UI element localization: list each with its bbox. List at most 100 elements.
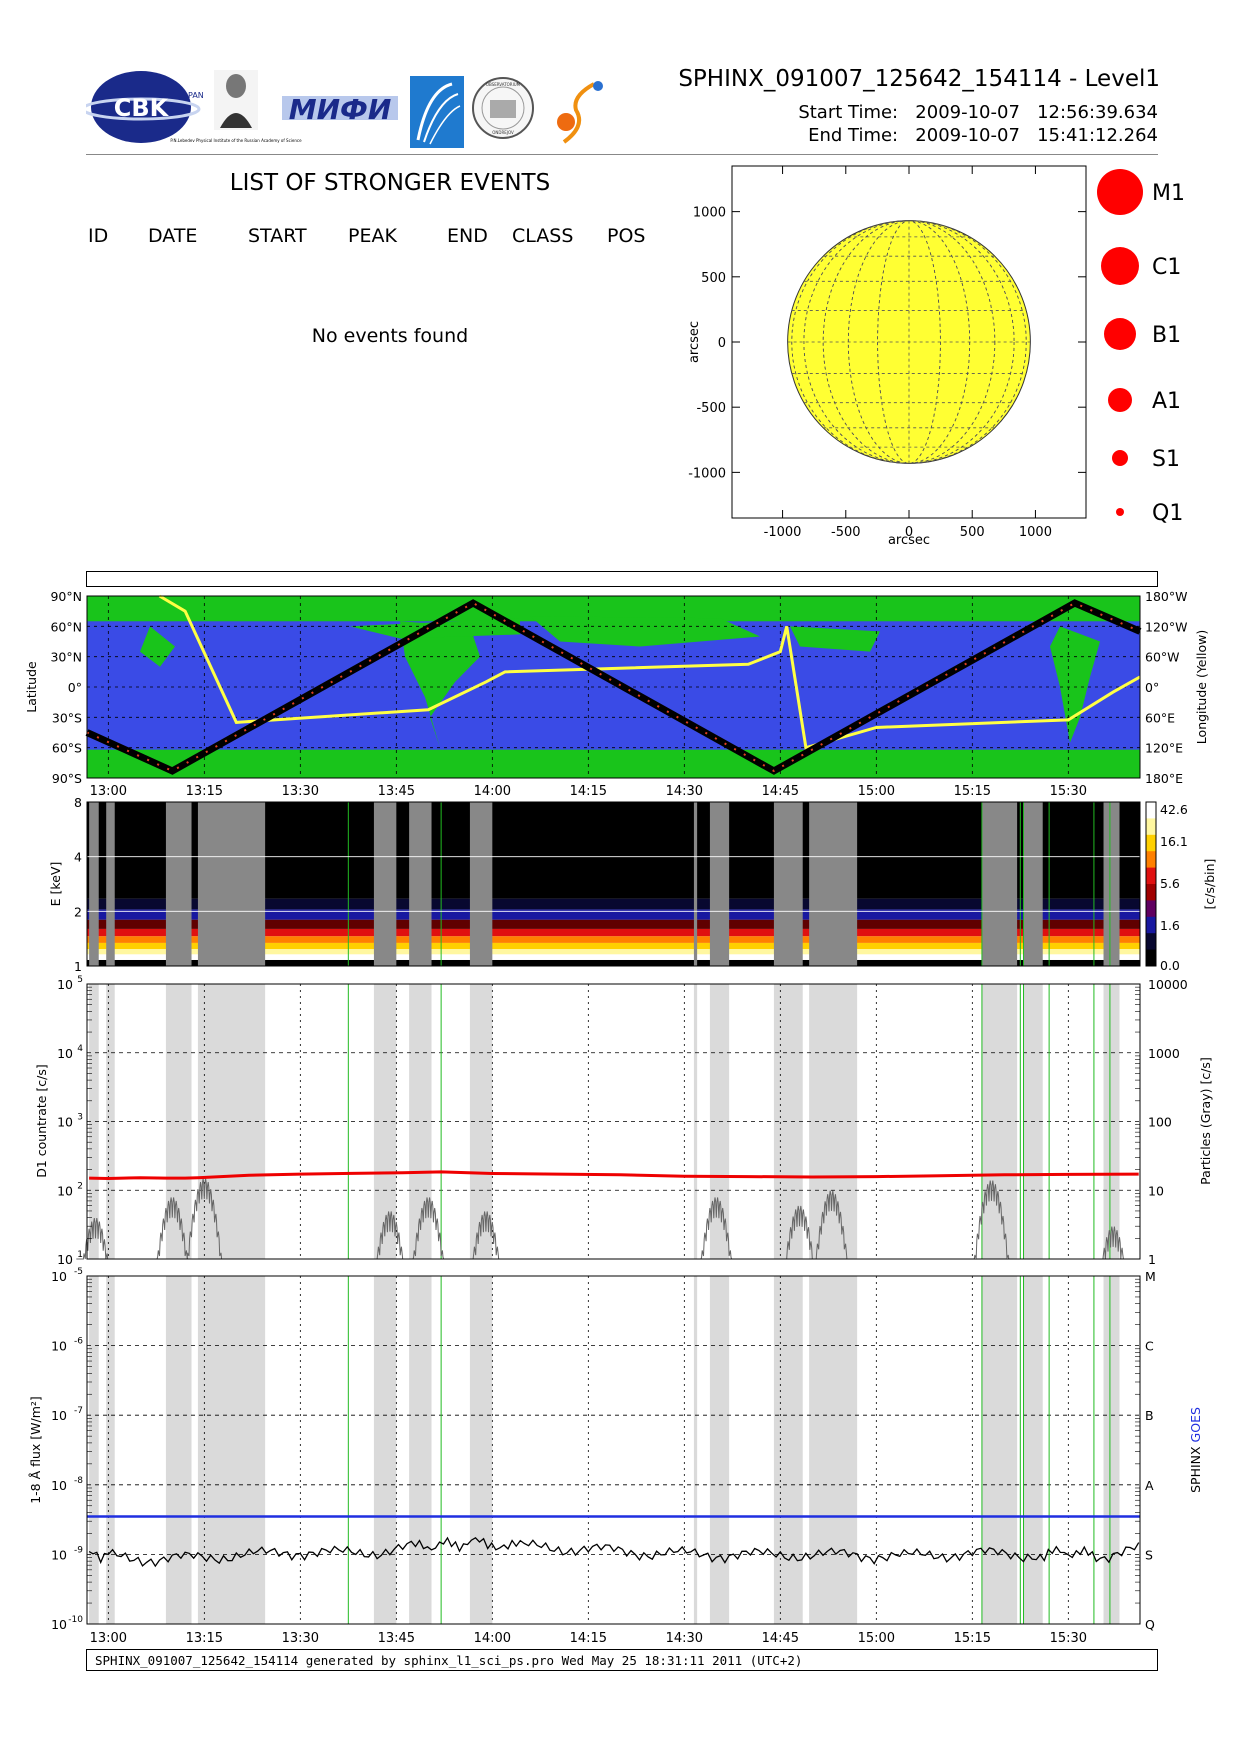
countrate-frame — [86, 983, 1141, 1260]
flux-ytick-label: 10 — [51, 1478, 67, 1493]
data-gap — [373, 802, 397, 966]
flux-ytick-label: 10 — [51, 1617, 67, 1632]
flux-ytick-label: 10 — [51, 1339, 67, 1354]
legend-marker-b1 — [1104, 318, 1136, 350]
title-bar-box — [86, 571, 1158, 587]
mifi-logo-icon: МИФИ — [282, 93, 398, 126]
map-latitude-label: 90°S — [52, 771, 82, 786]
data-gap — [409, 984, 432, 1259]
disk-xtick-label: 1000 — [1019, 525, 1052, 540]
particles-ylabel: Particles (Gray) [c/s] — [1198, 1057, 1213, 1185]
colorbar-segment — [1146, 916, 1156, 934]
particle-trace — [153, 1197, 192, 1260]
flux-time-label: 14:30 — [666, 1631, 703, 1646]
map-time-label: 14:00 — [474, 784, 511, 799]
spectrum-band — [87, 898, 1140, 910]
legend-marker-c1 — [1101, 247, 1139, 285]
map-longitude-label: 0° — [1145, 680, 1159, 695]
column-peak: PEAK — [348, 225, 397, 247]
flux-class-label: Q — [1145, 1617, 1155, 1632]
flux-class-label: S — [1145, 1547, 1153, 1562]
flux-time-label: 13:45 — [378, 1631, 415, 1646]
colorbar-segment — [1146, 818, 1156, 836]
countrate-ytick-exponent: 2 — [77, 1181, 83, 1191]
legend-label-m1: M1 — [1152, 181, 1185, 206]
countrate-ylabel: D1 countrate [c/s] — [34, 1064, 49, 1178]
map-time-label: 14:15 — [570, 784, 607, 799]
particle-trace — [409, 1197, 448, 1260]
map-latitude-label: 60°S — [52, 741, 82, 756]
data-gap — [106, 984, 115, 1259]
orbit-map-frame — [86, 595, 1141, 779]
timeline-panels: 90°N 180°W 60°N 120°W 30°N 60°W 0° 0° 30°S 60°E 60… — [24, 590, 1217, 1646]
report-title: SPHINX_091007_125642_154114 - Level1 — [678, 66, 1160, 92]
countrate-ytick-exponent: 3 — [77, 1113, 83, 1123]
solar-disk-chart: -1000 -500 0 500 1000 1000 500 0 -500 -1000 arcse… — [687, 165, 1185, 548]
orbit-track-activity — [86, 601, 1141, 773]
institution-logos: CBK PAN P.N.Lebedev Physical Institute o… — [86, 70, 603, 148]
flux-time-label: 14:00 — [474, 1631, 511, 1646]
particles-ytick-label: 100 — [1148, 1115, 1172, 1130]
flux-ylabel: 1-8 Å flux [W/m²] — [28, 1396, 43, 1504]
data-gap — [709, 1276, 730, 1624]
map-time-label: 15:30 — [1050, 784, 1087, 799]
particles-ytick-label: 10 — [1148, 1183, 1164, 1198]
continent-shape — [530, 616, 760, 647]
disk-ytick-label: 1000 — [693, 206, 726, 221]
flux-ytick-exponent: -5 — [74, 1267, 83, 1277]
d1-countrate-line — [89, 1170, 1139, 1181]
antarctic-land — [87, 749, 1140, 778]
header-divider — [86, 154, 1158, 155]
colorbar-segment — [1146, 933, 1156, 951]
orbit-map-panel: 90°N 180°W 60°N 120°W 30°N 60°W 0° 0° 30°S 60°E 60… — [24, 590, 1209, 799]
particle-trace — [812, 1190, 851, 1260]
start-time: Start Time: 2009-10-07 12:56:39.634 — [640, 102, 1158, 123]
cbk-logo-subtext: PAN — [188, 91, 204, 100]
map-y2label: Longitude (Yellow) — [1194, 630, 1209, 744]
arctic-land — [87, 596, 1140, 622]
start-time-value: 2009-10-07 12:56:39.634 — [915, 102, 1158, 123]
colorbar-title: [c/s/bin] — [1202, 859, 1217, 910]
column-pos: POS — [607, 225, 646, 247]
colorbar-label: 5.6 — [1160, 876, 1180, 891]
map-longitude-label: 120°E — [1145, 741, 1183, 756]
spectrum-band — [87, 919, 1140, 929]
map-time-label: 13:45 — [378, 784, 415, 799]
countrate-ytick-label: 10 — [57, 1046, 73, 1061]
colorbar-label: 16.1 — [1160, 834, 1188, 849]
data-gap — [89, 984, 99, 1259]
spectrogram-frame — [86, 801, 1141, 967]
flux-time-label: 13:00 — [90, 1631, 127, 1646]
flux-frame — [86, 1275, 1141, 1625]
colorbar-label: 1.6 — [1160, 918, 1180, 933]
legend-label-s1: S1 — [1152, 447, 1180, 472]
seal-logo-text: OBSERVATORIUM — [486, 82, 521, 87]
disk-xlabel: arcsec — [888, 533, 930, 548]
data-gap — [709, 802, 730, 966]
data-gap — [469, 1276, 493, 1624]
end-time-value: 2009-10-07 15:41:12.264 — [915, 125, 1158, 146]
countrate-ytick-label: 10 — [57, 1252, 73, 1267]
countrate-ytick-exponent: 4 — [77, 1044, 83, 1054]
countrate-ytick-exponent: 1 — [77, 1250, 83, 1260]
column-start: START — [248, 225, 307, 247]
disk-ylabel: arcsec — [687, 321, 702, 363]
colorbar-label: 42.6 — [1160, 802, 1188, 817]
spectrum-ytick-label: 8 — [74, 795, 82, 810]
data-gap — [981, 1276, 1018, 1624]
flux-class-label: A — [1145, 1478, 1154, 1493]
flux-y2label-sphinx: SPHINX — [1188, 1442, 1203, 1492]
flux-time-label: 15:00 — [858, 1631, 895, 1646]
column-end: END — [447, 225, 488, 247]
colorbar-segment — [1146, 900, 1156, 918]
flux-class-label: M — [1145, 1269, 1156, 1284]
countrate-ytick-label: 10 — [57, 977, 73, 992]
flux-time-label: 15:15 — [954, 1631, 991, 1646]
sun-longitude-line — [803, 220, 1015, 464]
countrate-ytick-exponent: 5 — [77, 975, 83, 985]
disk-ytick-label: 0 — [718, 336, 726, 351]
no-events-message: No events found — [311, 325, 469, 347]
flux-ytick-exponent: -9 — [74, 1545, 83, 1555]
flux-class-label: B — [1145, 1408, 1154, 1423]
flux-ytick-exponent: -10 — [68, 1615, 83, 1625]
